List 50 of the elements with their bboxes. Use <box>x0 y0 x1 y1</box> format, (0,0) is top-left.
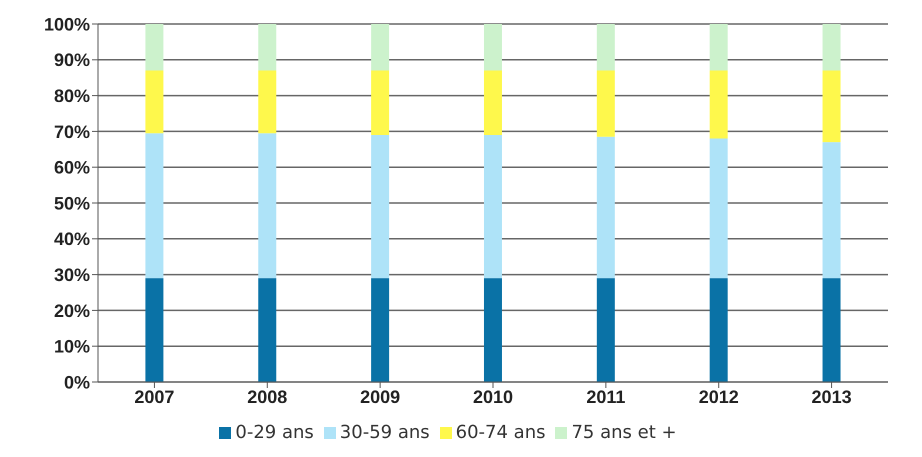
y-tick-label: 60% <box>54 158 90 178</box>
bar <box>371 134 390 278</box>
bar <box>596 24 615 71</box>
bar <box>710 24 728 71</box>
x-tick-label: 2009 <box>360 386 400 407</box>
legend-label: 30-59 ans <box>340 422 430 443</box>
x-tick-label: 2010 <box>472 386 514 407</box>
bar <box>596 278 615 382</box>
bar <box>145 24 164 71</box>
bar <box>258 70 276 134</box>
bar <box>822 24 841 71</box>
bar <box>145 133 164 278</box>
bar <box>822 278 841 382</box>
bar <box>258 133 276 278</box>
bar <box>822 142 841 278</box>
bar <box>822 70 841 142</box>
bar <box>258 24 276 71</box>
y-tick-label: 50% <box>54 193 90 214</box>
x-tick-label: 2008 <box>247 386 288 407</box>
y-tick-label: 0% <box>64 372 90 392</box>
bar <box>710 70 728 139</box>
y-tick-label: 90% <box>54 50 90 70</box>
y-tick-label: 30% <box>54 264 90 285</box>
y-tick-label: 100% <box>44 14 90 34</box>
y-tick-label: 40% <box>54 229 90 250</box>
bar <box>484 134 502 278</box>
bar <box>258 278 276 382</box>
bar <box>145 278 164 382</box>
x-tick-label: 2007 <box>134 386 174 407</box>
x-tick-label: 2011 <box>586 386 626 407</box>
bar <box>371 24 390 71</box>
bar <box>484 24 502 71</box>
bar <box>710 138 728 278</box>
y-tick-label: 80% <box>54 86 90 106</box>
y-tick-label: 70% <box>54 122 90 142</box>
bar <box>596 136 615 278</box>
legend-label: 60-74 ans <box>456 422 546 443</box>
bar <box>596 70 615 137</box>
legend-label: 0-29 ans <box>235 422 314 443</box>
x-tick-label: 2013 <box>812 386 852 407</box>
bar <box>710 278 728 382</box>
bar <box>371 278 390 382</box>
bar <box>145 70 164 134</box>
bar <box>484 70 502 135</box>
y-tick-label: 20% <box>54 300 90 321</box>
y-tick-label: 10% <box>54 336 90 357</box>
bar <box>484 278 502 382</box>
x-tick-label: 2012 <box>698 386 739 407</box>
bar <box>371 70 390 135</box>
legend-label: 75 ans et + <box>571 422 677 443</box>
